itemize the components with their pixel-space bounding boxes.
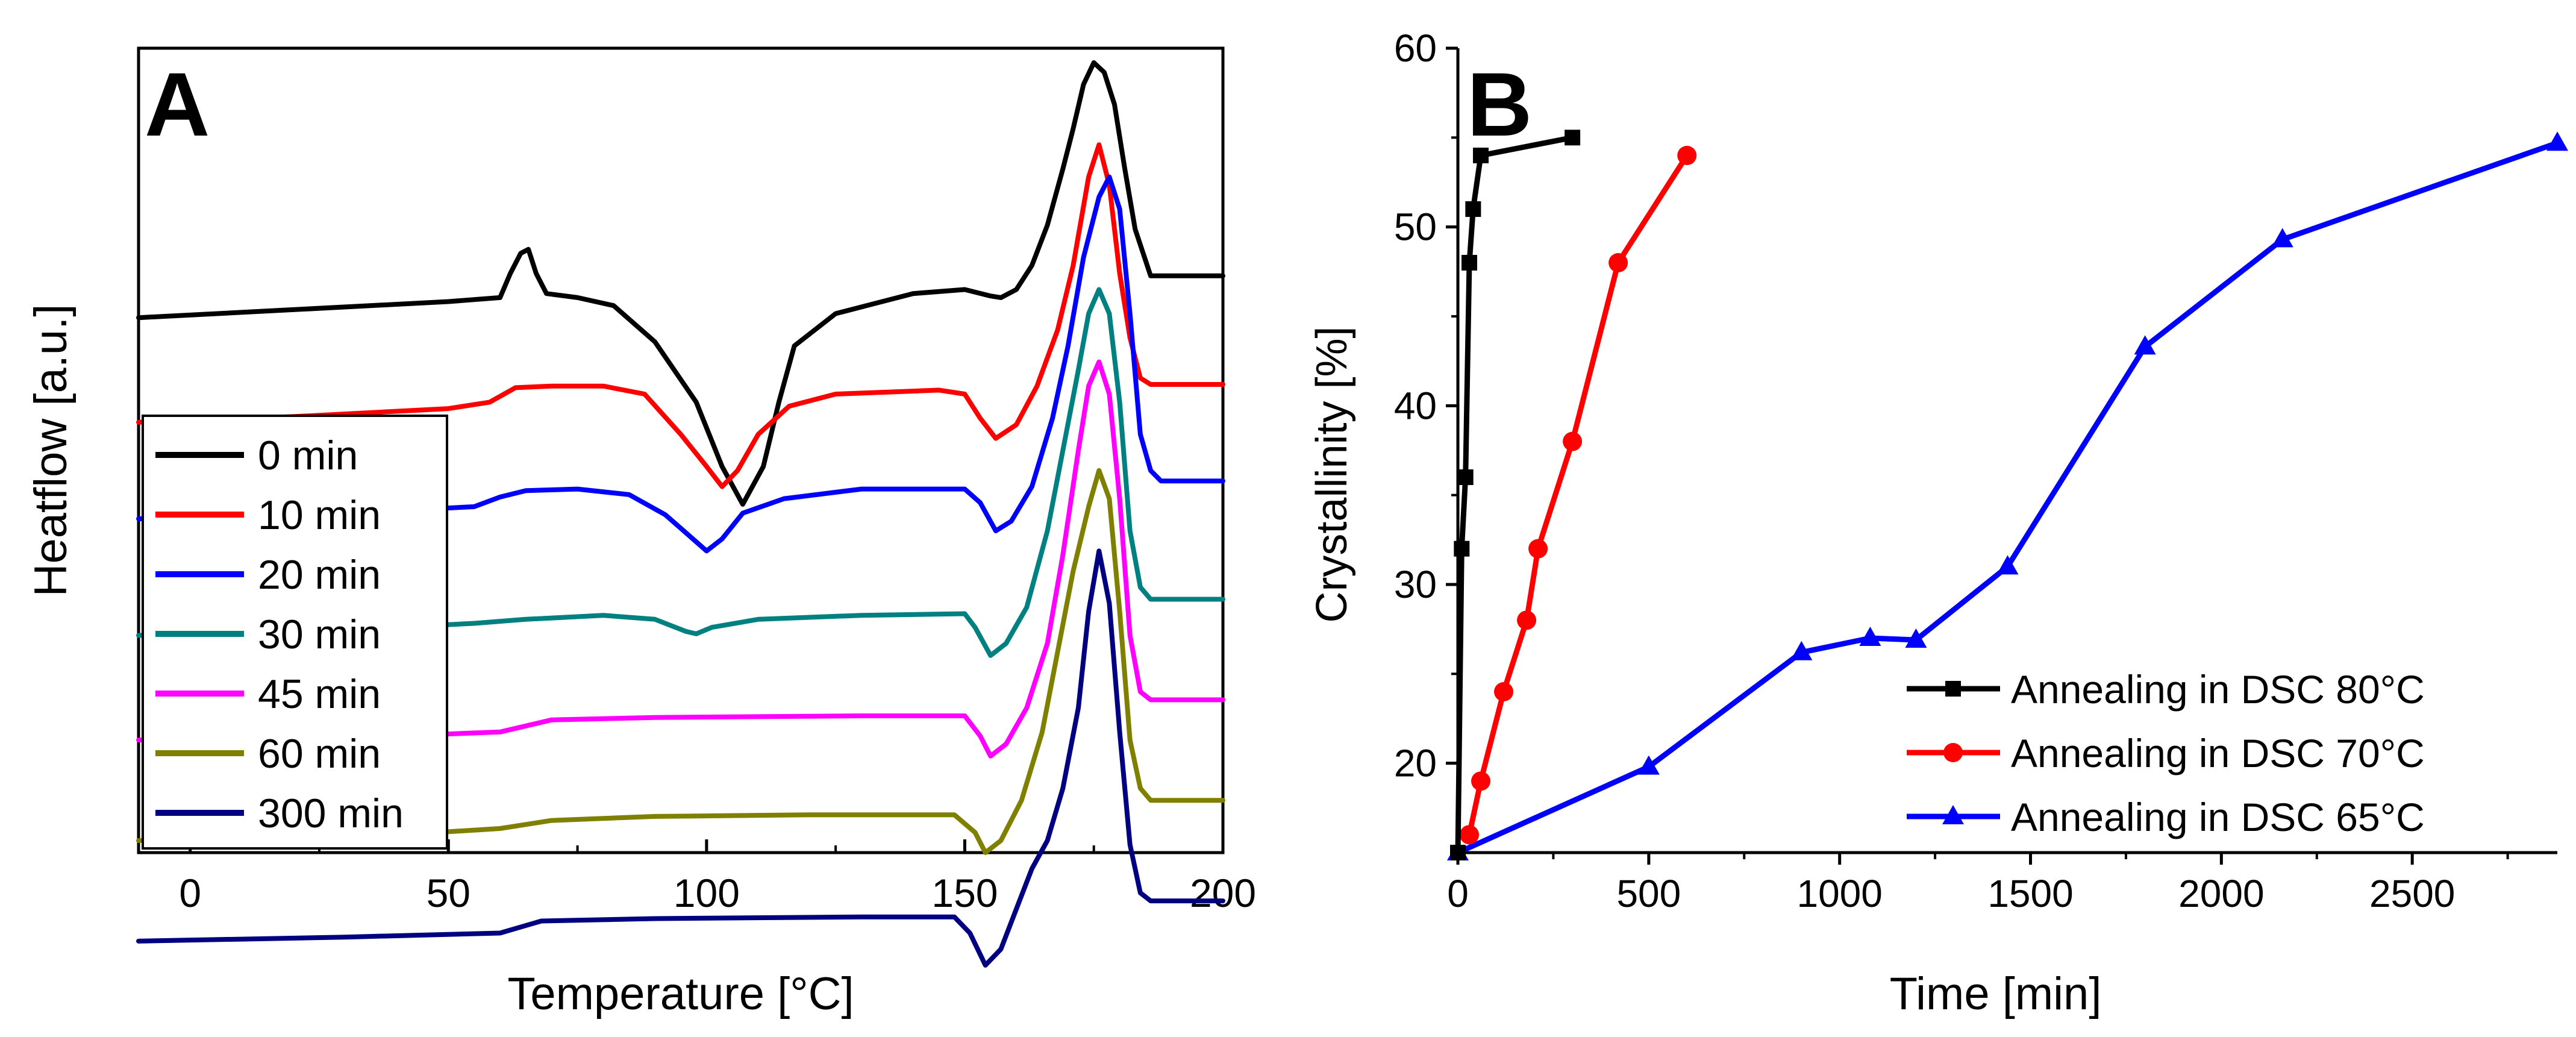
x-tick-label: 2000 [2178,872,2264,915]
panel-label-b: B [1467,54,1532,155]
data-point-circle [1563,431,1583,451]
data-point-circle [1677,146,1697,165]
data-point-circle [1517,610,1537,630]
data-point-square [1450,845,1466,860]
y-tick-label: 30 [1394,563,1437,606]
x-tick-label: 50 [427,871,470,915]
data-point-square [1457,469,1474,485]
series-line-30-min [136,287,1225,658]
x-tick-label: 500 [1616,872,1681,915]
series-line-45-min [136,359,1225,759]
legend-label: 30 min [258,612,381,657]
series-line-10-min [136,142,1225,489]
x-tick-label: 150 [931,871,998,915]
x-axis-label: Time [min] [1890,968,2102,1020]
series-line-20-min [136,174,1225,554]
data-point-circle [1460,825,1480,845]
data-point-triangle [1637,755,1660,775]
x-tick-label: 2500 [2369,872,2455,915]
x-tick-label: 1500 [1987,872,2073,915]
data-point-circle [1494,682,1514,701]
legend-label: 20 min [258,552,381,598]
data-point-circle [1528,539,1548,559]
y-tick-label: 60 [1394,27,1437,70]
x-tick-label: 0 [1447,872,1469,915]
series-square [1450,130,1581,860]
x-tick-label: 100 [674,871,740,915]
y-tick-label: 20 [1394,742,1437,785]
legend-label: 45 min [258,671,381,717]
data-point-triangle [1859,627,1881,646]
data-point-square [1945,681,1961,697]
y-tick-label: 50 [1394,205,1437,249]
data-point-triangle [1996,555,2019,575]
legend-label: Annealing in DSC 80°C [2011,667,2425,712]
x-tick-label: 0 [179,871,201,915]
legend-label: Annealing in DSC 70°C [2011,731,2425,775]
series-line-300-min [136,548,1225,968]
plot-area-frame [137,46,1225,854]
legend-label: 300 min [258,791,404,836]
x-tick-label: 1000 [1796,872,1882,915]
series-line-60-min [136,468,1225,855]
data-point-circle [1471,771,1491,791]
y-axis-label: Heatflow [a.u.] [25,304,77,597]
legend-label: 0 min [258,433,358,478]
y-axis-label: Crystallinity [%] [1308,326,1356,622]
legend-panel-b: Annealing in DSC 80°C Annealing in DSC 70… [1907,667,2425,839]
data-point-square [1473,148,1489,163]
data-point-square [1465,201,1481,217]
y-tick-label: 40 [1394,384,1437,427]
x-axis-label: Temperature [°C] [507,968,854,1020]
x-tick-label: 200 [1190,871,1256,915]
series-circle [1460,146,1697,845]
data-point-triangle [2134,335,2156,355]
data-point-square [1565,130,1581,146]
data-point-triangle [1942,805,1964,824]
data-point-circle [1943,743,1963,762]
legend-label: 10 min [258,492,381,538]
data-point-triangle [1790,641,1813,660]
panel-a-chart: 0 50 100 150 200 Temperature [°C] Heatflow [a.… [25,46,1256,1020]
legend-label: 60 min [258,731,381,777]
data-point-square [1462,255,1478,271]
legend-label: Annealing in DSC 65°C [2011,795,2425,839]
data-point-square [1454,540,1470,557]
series-line-0-min [136,60,1225,507]
data-point-circle [1608,253,1628,272]
series-triangle [1447,131,2568,860]
series-line [1466,154,1689,836]
panel-b-chart: 0 500 1000 1500 2000 2500 20 30 40 50 60 Time [min]… [1308,27,2568,1020]
panel-label-a: A [145,54,210,155]
data-point-triangle [2546,131,2568,151]
legend-panel-a: 0 min 10 min 20 min 30 min 45 min 60 min 300 m… [142,415,448,850]
data-point-triangle [1905,628,1927,648]
data-point-triangle [2271,228,2293,248]
